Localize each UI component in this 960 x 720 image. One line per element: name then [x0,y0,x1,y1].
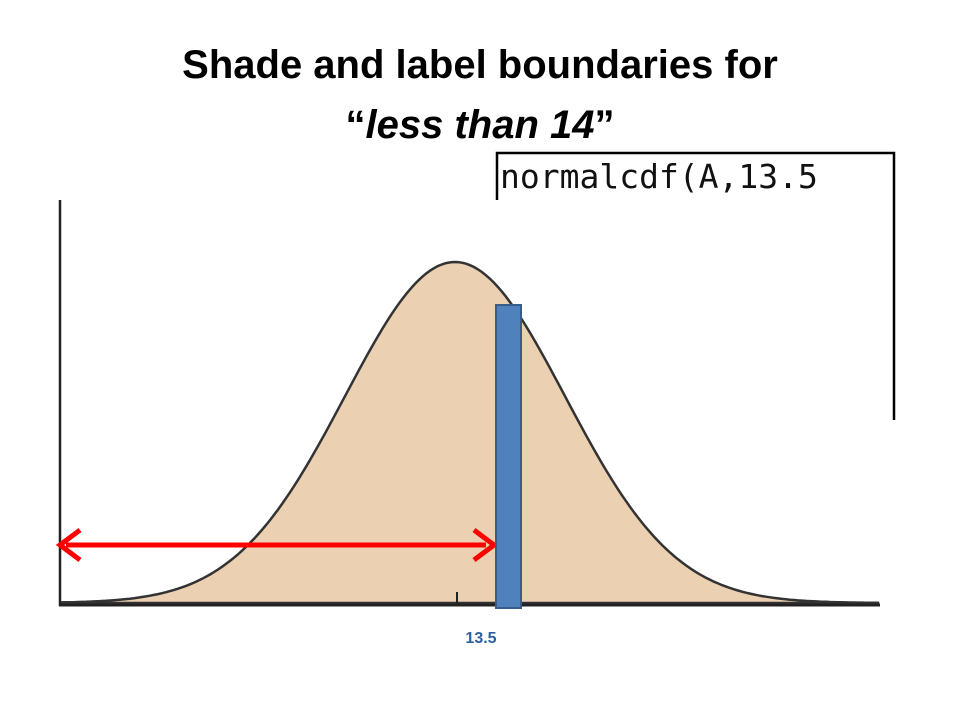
quote-close: ” [595,103,615,147]
calc-text: normalcdf(A,13.5 [500,157,818,196]
arrow [55,528,499,562]
boundary-bar [495,304,522,609]
quote-open: “ [345,103,365,147]
bell-curve [60,260,880,605]
title-line1: Shade and label boundaries for [182,43,778,87]
calc-bg [497,153,894,420]
arrow-head-right [472,528,499,562]
title-italic: less than 14 [365,103,594,147]
boundary-label: 13.5 [465,630,496,647]
arrow-head-left [55,528,82,562]
title-line2: “less than 14” [345,103,614,147]
calculator-screen: normalcdf(A,13.5 [495,151,896,420]
calc-border [495,151,896,420]
